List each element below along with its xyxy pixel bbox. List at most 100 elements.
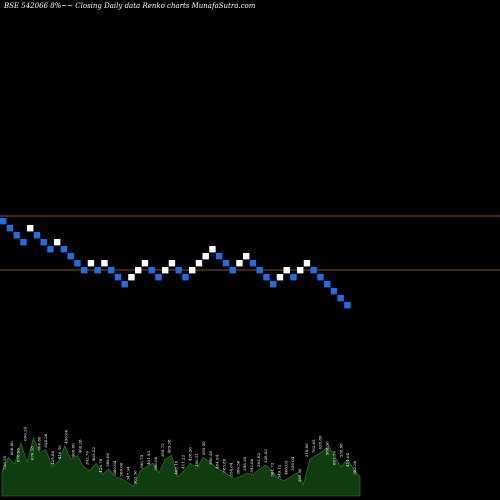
renko-brick-down [108, 267, 115, 274]
volume-label: 347.94 [126, 466, 131, 480]
volume-label: 395.50 [201, 441, 206, 455]
volume-label: 428.78 [98, 458, 103, 472]
volume-label: 350.50 [297, 468, 302, 482]
volume-label: 392.86 [249, 458, 254, 472]
renko-brick-down [47, 246, 54, 253]
renko-brick-down [74, 260, 81, 267]
volume-label: 363.56 [132, 470, 137, 484]
chart-title: BSE 542066 8%~~ Closing Daily data Renko… [3, 2, 256, 10]
renko-brick-up [297, 267, 304, 274]
volume-label: 362.82 [256, 452, 261, 466]
volume-label: 606.80 [36, 436, 41, 450]
renko-brick-down [94, 267, 101, 274]
volume-label: 380.04 [112, 460, 117, 474]
volume-label: 460.00 [71, 443, 76, 457]
renko-brick-up [54, 239, 61, 246]
volume-label: 456.60 [64, 429, 69, 443]
renko-brick-down [182, 274, 189, 281]
volume-label: 676.18 [29, 446, 34, 460]
renko-brick-down [6, 225, 14, 232]
renko-brick-up [168, 260, 176, 267]
volume-label: 538.98 [338, 443, 343, 457]
volume-label: 411.22 [180, 454, 185, 468]
volume-label: 400.51 [194, 453, 199, 467]
volume-label: 406.05 [283, 460, 288, 474]
renko-brick-down [40, 239, 47, 246]
renko-brick-down [337, 295, 344, 302]
renko-brick-up [135, 267, 142, 274]
renko-brick-up [128, 274, 135, 281]
volume-label: 366.86 [119, 462, 124, 476]
renko-brick-up [27, 225, 34, 232]
renko-brick-up [202, 253, 209, 260]
volume-label: 401.93 [146, 451, 151, 465]
volume-label: 420.26 [187, 447, 192, 461]
volume-label: 361.72 [270, 462, 275, 476]
renko-brick-down [216, 253, 223, 260]
volume-label: 396.36 [208, 451, 213, 465]
renko-brick-down [13, 232, 20, 239]
renko-brick-down [249, 260, 257, 267]
volume-label: 411.04 [345, 452, 350, 466]
volume-label: 396.08 [153, 456, 158, 470]
volume-area [1, 437, 361, 497]
renko-brick-up [87, 260, 95, 267]
volume-label: 396.74 [139, 454, 144, 468]
volume-label: 404.94 [215, 454, 220, 468]
renko-brick-down [155, 274, 162, 281]
renko-brick-down [222, 260, 230, 267]
renko-brick-down [148, 267, 155, 274]
renko-brick-down [344, 302, 351, 309]
volume-label: 876.56 [16, 448, 21, 462]
renko-brick-up [162, 267, 169, 274]
volume-label: 409.38 [167, 439, 172, 453]
renko-brick-up [189, 267, 196, 274]
renko-brick-down [20, 239, 27, 246]
renko-brick-down [175, 267, 182, 274]
renko-brick-down [67, 253, 74, 260]
volume-label: 406.28 [77, 439, 82, 453]
volume-label: 628.80 [318, 435, 323, 449]
renko-brick-down [324, 281, 331, 288]
volume-label: 405.22 [91, 447, 96, 461]
volume-label: 607.50 [331, 451, 336, 465]
renko-brick-down [229, 267, 236, 274]
volume-label: 349.12 [277, 464, 282, 478]
renko-brick-up [236, 260, 243, 267]
volume-label: 408.10 [174, 460, 179, 474]
renko-brick-down [263, 274, 270, 281]
renko-bricks [0, 218, 351, 309]
volume-label: 606.24 [23, 426, 28, 440]
volume-label: 382.30 [352, 460, 357, 474]
renko-brick-down [310, 267, 317, 274]
renko-brick-down [270, 281, 277, 288]
volume-label: 728.25 [2, 455, 7, 469]
volume-label: 389.72 [160, 443, 165, 457]
volume-label: 606.80 [9, 441, 14, 455]
renko-brick-up [303, 260, 311, 267]
renko-brick-up [141, 260, 149, 267]
volume-label: 339.04 [290, 456, 295, 470]
renko-brick-down [290, 274, 297, 281]
renko-brick-up [209, 246, 216, 253]
renko-brick-down [81, 267, 88, 274]
renko-brick-down [317, 274, 324, 281]
renko-brick-down [0, 218, 7, 225]
renko-brick-up [195, 260, 203, 267]
renko-brick-down [121, 281, 128, 288]
volume-label: 425.88 [50, 451, 55, 465]
renko-brick-up [101, 260, 108, 267]
volume-label: 392.76 [84, 451, 89, 465]
renko-brick-down [256, 267, 263, 274]
volume-label: 398.38 [242, 456, 247, 470]
volume-label: 624.26 [43, 433, 48, 447]
renko-brick-up [283, 267, 290, 274]
volume-label: 386.58 [235, 460, 240, 474]
volume-label: 318.06 [304, 443, 309, 457]
volume-area-path [1, 437, 361, 497]
volume-label: 354.64 [228, 462, 233, 476]
volume-label: 328.82 [263, 449, 268, 463]
